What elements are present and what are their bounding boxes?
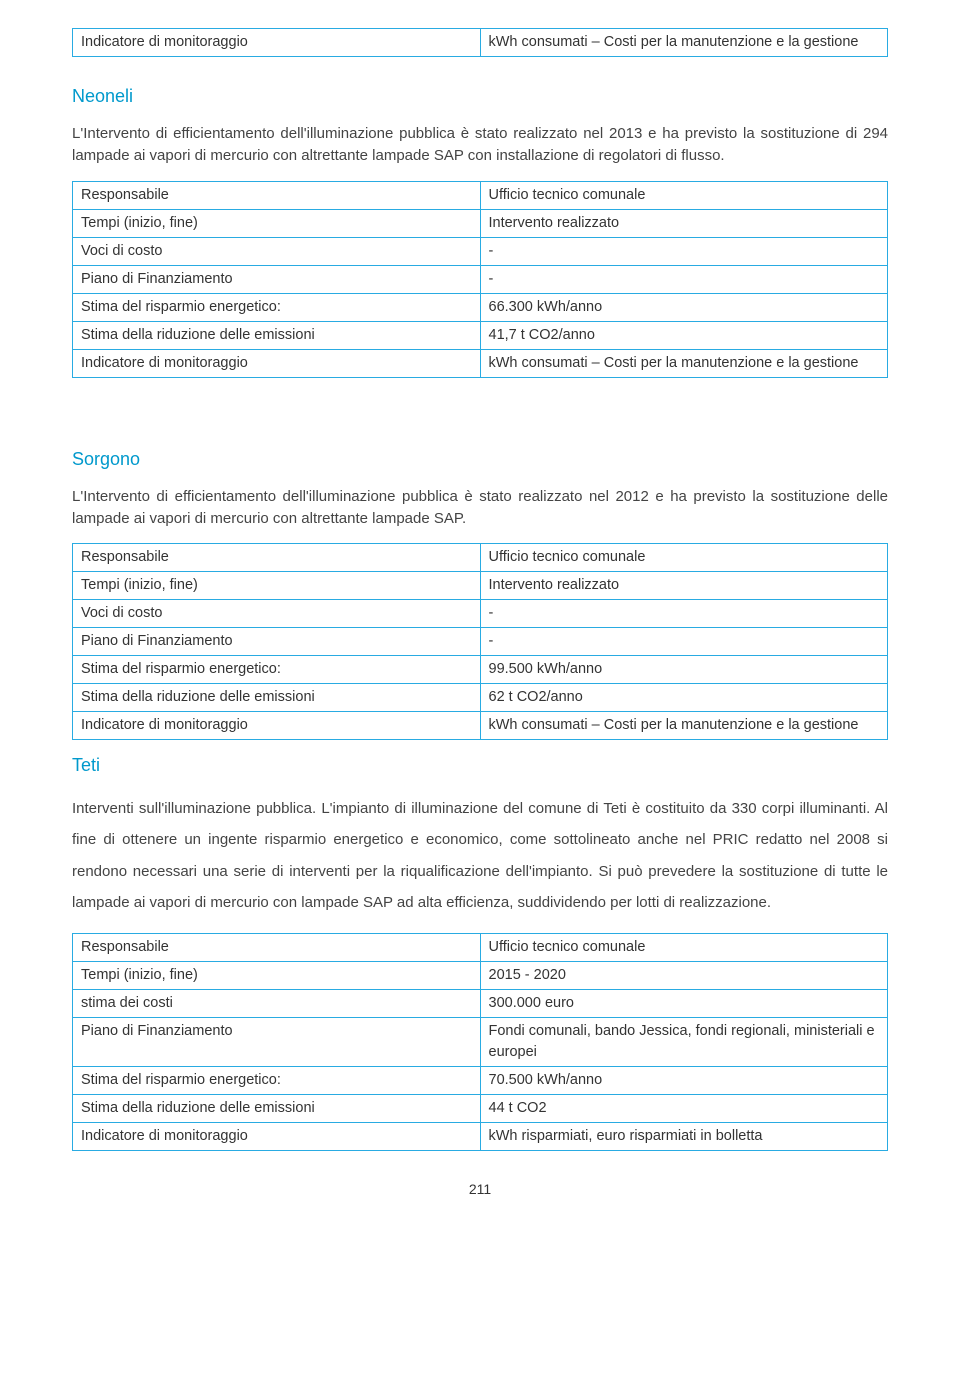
cell-value: kWh risparmiati, euro risparmiati in bol… — [480, 1122, 888, 1150]
cell-value: 41,7 t CO2/anno — [480, 321, 888, 349]
table-row: Tempi (inizio, fine)2015 - 2020 — [73, 961, 888, 989]
cell-value: Ufficio tecnico comunale — [480, 181, 888, 209]
cell-value: 66.300 kWh/anno — [480, 293, 888, 321]
table-sorgono: ResponsabileUfficio tecnico comunale Tem… — [72, 543, 888, 740]
table-row: Stima della riduzione delle emissioni44 … — [73, 1094, 888, 1122]
cell-value: - — [480, 628, 888, 656]
heading-neoneli: Neoneli — [72, 83, 888, 109]
cell-value: Ufficio tecnico comunale — [480, 544, 888, 572]
table-row: Stima del risparmio energetico:70.500 kW… — [73, 1066, 888, 1094]
table-row: Voci di costo- — [73, 600, 888, 628]
cell-label: Stima del risparmio energetico: — [73, 293, 481, 321]
paragraph: L'Intervento di efficientamento dell'ill… — [72, 123, 888, 167]
cell-value: 44 t CO2 — [480, 1094, 888, 1122]
cell-value: Intervento realizzato — [480, 209, 888, 237]
cell-label: Tempi (inizio, fine) — [73, 961, 481, 989]
cell-value: - — [480, 237, 888, 265]
cell-label: Indicatore di monitoraggio — [73, 712, 481, 740]
cell-label: Piano di Finanziamento — [73, 1017, 481, 1066]
cell-label: Responsabile — [73, 933, 481, 961]
cell-value: kWh consumati – Costi per la manutenzion… — [480, 712, 888, 740]
cell-value: 62 t CO2/anno — [480, 684, 888, 712]
table-row: Indicatore di monitoraggiokWh risparmiat… — [73, 1122, 888, 1150]
cell-label: Piano di Finanziamento — [73, 265, 481, 293]
table-row: Indicatore di monitoraggiokWh consumati … — [73, 349, 888, 377]
table-row: Stima del risparmio energetico:66.300 kW… — [73, 293, 888, 321]
cell-value: Ufficio tecnico comunale — [480, 933, 888, 961]
cell-value: 99.500 kWh/anno — [480, 656, 888, 684]
cell-value: - — [480, 600, 888, 628]
table-row: Voci di costo- — [73, 237, 888, 265]
cell-value: kWh consumati – Costi per la manutenzion… — [480, 29, 888, 57]
table-row: Piano di FinanziamentoFondi comunali, ba… — [73, 1017, 888, 1066]
table-row: Stima della riduzione delle emissioni41,… — [73, 321, 888, 349]
cell-label: Stima della riduzione delle emissioni — [73, 1094, 481, 1122]
cell-label: Indicatore di monitoraggio — [73, 1122, 481, 1150]
table-row: Tempi (inizio, fine)Intervento realizzat… — [73, 209, 888, 237]
heading-sorgono: Sorgono — [72, 446, 888, 472]
table-neoneli: ResponsabileUfficio tecnico comunale Tem… — [72, 181, 888, 378]
cell-label: Indicatore di monitoraggio — [73, 29, 481, 57]
paragraph: Interventi sull'illuminazione pubblica. … — [72, 793, 888, 919]
table-row: Piano di Finanziamento- — [73, 628, 888, 656]
table-row: Indicatore di monitoraggio kWh consumati… — [73, 29, 888, 57]
table-top: Indicatore di monitoraggio kWh consumati… — [72, 28, 888, 57]
table-row: Stima della riduzione delle emissioni62 … — [73, 684, 888, 712]
cell-label: Voci di costo — [73, 237, 481, 265]
cell-label: Stima della riduzione delle emissioni — [73, 321, 481, 349]
cell-label: Tempi (inizio, fine) — [73, 209, 481, 237]
cell-label: Piano di Finanziamento — [73, 628, 481, 656]
paragraph: L'Intervento di efficientamento dell'ill… — [72, 486, 888, 530]
cell-label: Indicatore di monitoraggio — [73, 349, 481, 377]
heading-teti: Teti — [72, 752, 888, 778]
table-row: stima dei costi300.000 euro — [73, 989, 888, 1017]
cell-value: 2015 - 2020 — [480, 961, 888, 989]
cell-value: Fondi comunali, bando Jessica, fondi reg… — [480, 1017, 888, 1066]
cell-value: 300.000 euro — [480, 989, 888, 1017]
table-row: Piano di Finanziamento- — [73, 265, 888, 293]
cell-label: Stima del risparmio energetico: — [73, 656, 481, 684]
cell-label: Tempi (inizio, fine) — [73, 572, 481, 600]
table-teti: ResponsabileUfficio tecnico comunale Tem… — [72, 933, 888, 1151]
cell-value: 70.500 kWh/anno — [480, 1066, 888, 1094]
cell-value: - — [480, 265, 888, 293]
cell-label: Stima del risparmio energetico: — [73, 1066, 481, 1094]
cell-label: stima dei costi — [73, 989, 481, 1017]
table-row: ResponsabileUfficio tecnico comunale — [73, 544, 888, 572]
table-row: Tempi (inizio, fine)Intervento realizzat… — [73, 572, 888, 600]
table-row: ResponsabileUfficio tecnico comunale — [73, 181, 888, 209]
table-row: ResponsabileUfficio tecnico comunale — [73, 933, 888, 961]
cell-label: Voci di costo — [73, 600, 481, 628]
cell-value: Intervento realizzato — [480, 572, 888, 600]
cell-label: Responsabile — [73, 544, 481, 572]
page-number: 211 — [72, 1179, 888, 1199]
table-row: Stima del risparmio energetico:99.500 kW… — [73, 656, 888, 684]
cell-label: Stima della riduzione delle emissioni — [73, 684, 481, 712]
cell-label: Responsabile — [73, 181, 481, 209]
table-row: Indicatore di monitoraggiokWh consumati … — [73, 712, 888, 740]
cell-value: kWh consumati – Costi per la manutenzion… — [480, 349, 888, 377]
